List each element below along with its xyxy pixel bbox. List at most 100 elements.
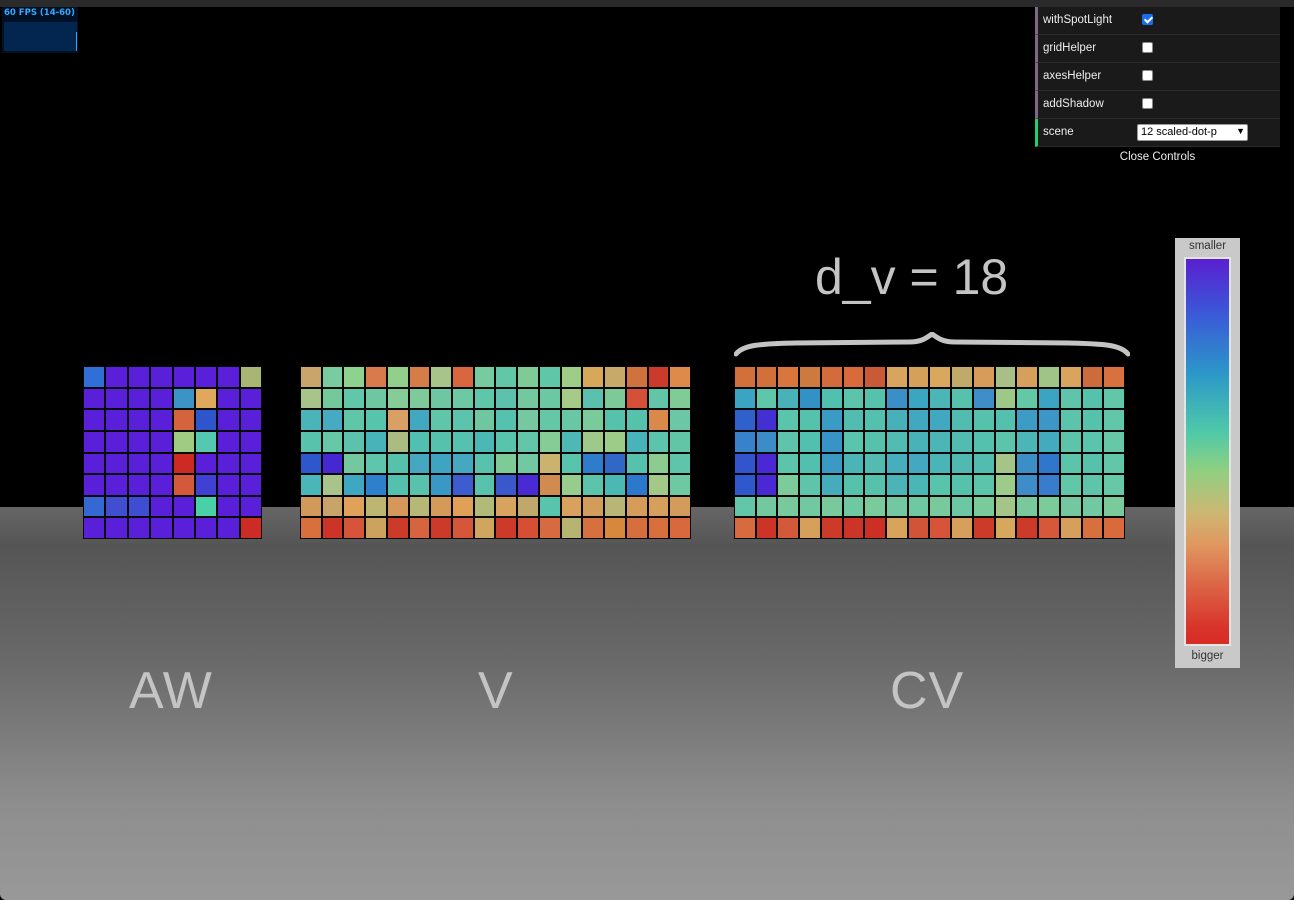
- matrix-cell: [128, 388, 150, 409]
- legend-gradient-bar: [1184, 257, 1231, 646]
- matrix-cell: [995, 518, 1016, 538]
- matrix-cell: [151, 518, 172, 538]
- matrix-cell: [496, 496, 517, 517]
- control-grid-helper[interactable]: gridHelper: [1035, 35, 1280, 63]
- matrix-cell: [301, 518, 321, 538]
- matrix-cell: [151, 496, 172, 517]
- matrix-cell: [301, 367, 321, 387]
- matrix-cell: [431, 367, 452, 387]
- matrix-cell: [218, 518, 239, 538]
- matrix-cell: [366, 367, 386, 387]
- matrix-cell: [605, 367, 625, 387]
- matrix-cell: [1017, 388, 1038, 409]
- fps-stats-panel[interactable]: 60 FPS (14-60): [2, 7, 78, 53]
- matrix-cell: [1039, 431, 1059, 452]
- scene-select-value: 12 scaled-dot-p: [1141, 126, 1217, 138]
- matrix-cell: [240, 453, 261, 474]
- control-scene[interactable]: scene 12 scaled-dot-p ▼: [1035, 119, 1280, 147]
- matrix-cell: [240, 475, 261, 495]
- legend-smaller-label: smaller: [1188, 240, 1227, 252]
- matrix-cell: [1082, 410, 1103, 430]
- matrix-cell: [778, 453, 799, 474]
- matrix-cell: [778, 496, 799, 517]
- matrix-cell: [128, 475, 150, 495]
- matrix-cell: [561, 388, 582, 409]
- matrix-cell: [626, 453, 647, 474]
- add-shadow-checkbox[interactable]: [1142, 98, 1153, 109]
- matrix-cell: [800, 410, 820, 430]
- matrix-cell: [735, 388, 755, 409]
- matrix-cell: [322, 518, 343, 538]
- matrix-cell: [366, 388, 386, 409]
- matrix-cell: [218, 475, 239, 495]
- matrix-cell: [409, 496, 430, 517]
- matrix-cell: [648, 410, 669, 430]
- matrix-cell: [387, 410, 408, 430]
- floor-plane: [0, 507, 1294, 900]
- matrix-cell: [843, 453, 864, 474]
- matrix-cell: [128, 453, 150, 474]
- matrix-cell: [952, 453, 972, 474]
- matrix-cell: [474, 453, 495, 474]
- matrix-cell: [973, 518, 994, 538]
- matrix-cell: [387, 367, 408, 387]
- matrix-cell: [409, 388, 430, 409]
- matrix-cell: [1017, 410, 1038, 430]
- matrix-cell: [1060, 388, 1081, 409]
- matrix-cell: [84, 410, 105, 430]
- with-spot-light-checkbox[interactable]: [1142, 14, 1153, 25]
- matrix-cell: [173, 518, 194, 538]
- matrix-cell: [756, 388, 777, 409]
- matrix-cell: [756, 518, 777, 538]
- matrix-cell: [605, 388, 625, 409]
- matrix-cell: [173, 475, 194, 495]
- matrix-cell: [106, 475, 127, 495]
- close-controls-button[interactable]: Close Controls: [1035, 147, 1280, 167]
- axes-helper-checkbox[interactable]: [1142, 70, 1153, 81]
- matrix-cell: [84, 475, 105, 495]
- matrix-cell: [474, 410, 495, 430]
- matrix-cell: [670, 475, 690, 495]
- matrix-cell: [240, 388, 261, 409]
- scene-select[interactable]: 12 scaled-dot-p ▼: [1137, 124, 1248, 141]
- matrix-cell: [496, 431, 517, 452]
- matrix-cell: [431, 496, 452, 517]
- matrix-cell: [1082, 453, 1103, 474]
- fps-readout: 60 FPS (14-60): [4, 8, 75, 18]
- matrix-cell: [195, 367, 217, 387]
- matrix-cell: [366, 453, 386, 474]
- matrix-cell: [756, 410, 777, 430]
- matrix-cell: [1039, 410, 1059, 430]
- matrix-cell: [865, 475, 886, 495]
- matrix-cell: [151, 431, 172, 452]
- matrix-cell: [1104, 431, 1124, 452]
- matrix-cell: [518, 453, 538, 474]
- matrix-cell: [453, 475, 473, 495]
- matrix-cell: [735, 410, 755, 430]
- matrix-cell: [84, 518, 105, 538]
- matrix-cell: [561, 431, 582, 452]
- matrix-cell: [431, 453, 452, 474]
- matrix-cell: [1104, 367, 1124, 387]
- matrix-cell: [1104, 475, 1124, 495]
- matrix-cell: [670, 518, 690, 538]
- matrix-cell: [453, 496, 473, 517]
- matrix-cell: [908, 410, 929, 430]
- matrix-cell: [173, 496, 194, 517]
- matrix-cell: [756, 475, 777, 495]
- matrix-cell: [128, 431, 150, 452]
- matrix-cell: [735, 453, 755, 474]
- control-add-shadow[interactable]: addShadow: [1035, 91, 1280, 119]
- matrix-cell: [865, 388, 886, 409]
- matrix-cell: [106, 410, 127, 430]
- matrix-cell: [865, 518, 886, 538]
- matrix-label-cv: CV: [890, 662, 965, 720]
- matrix-cell: [453, 431, 473, 452]
- matrix-cell: [1060, 453, 1081, 474]
- matrix-cell: [952, 367, 972, 387]
- grid-helper-checkbox[interactable]: [1142, 42, 1153, 53]
- matrix-cell: [1039, 388, 1059, 409]
- control-axes-helper[interactable]: axesHelper: [1035, 63, 1280, 91]
- matrix-cell: [344, 475, 365, 495]
- control-with-spot-light[interactable]: withSpotLight: [1035, 7, 1280, 35]
